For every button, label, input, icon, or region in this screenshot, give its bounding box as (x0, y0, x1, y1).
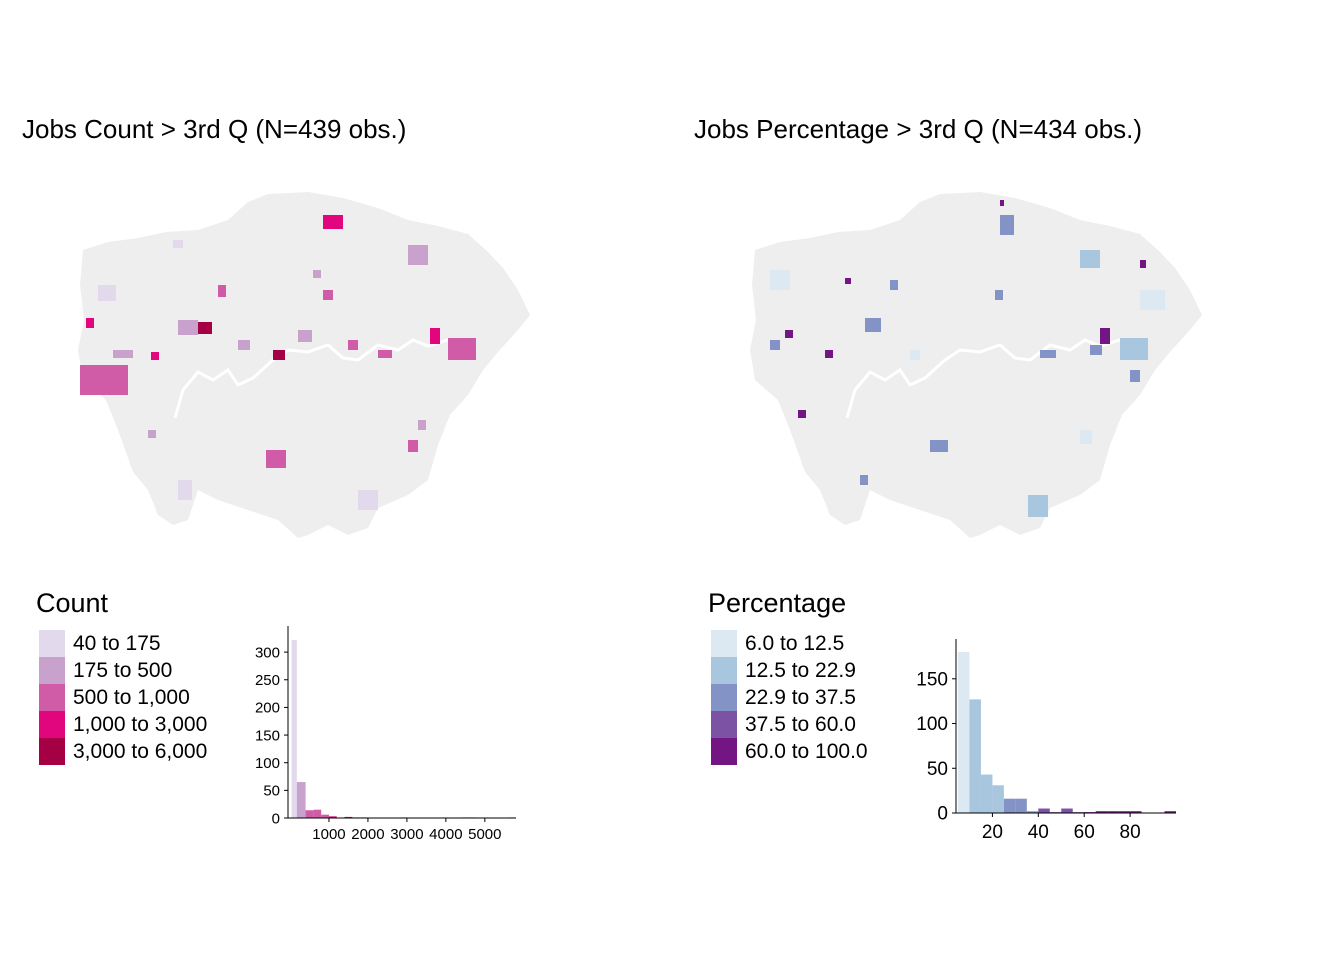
percentage-map-title: Jobs Percentage > 3rd Q (N=434 obs.) (694, 114, 1143, 144)
legend-label: 1,000 to 3,000 (73, 713, 208, 736)
river-thames (173, 338, 465, 419)
histogram-bar (1164, 811, 1176, 813)
histogram-bar (296, 782, 306, 818)
x-tick-label: 80 (1120, 822, 1141, 843)
x-tick-label: 5000 (468, 826, 501, 843)
x-tick-label: 3000 (390, 826, 423, 843)
legend-swatch (39, 630, 65, 657)
histogram-bar (344, 816, 353, 818)
legend-label: 3,000 to 6,000 (73, 740, 208, 763)
count-map-title: Jobs Count > 3rd Q (N=439 obs.) (22, 114, 407, 144)
histogram-bar (980, 774, 993, 813)
y-tick-label: 200 (255, 700, 280, 717)
histogram-bar (291, 639, 297, 818)
london-boundary (78, 192, 530, 538)
x-tick-label: 2000 (351, 826, 384, 843)
histogram-bar (305, 810, 314, 818)
legend-label: 40 to 175 (73, 632, 161, 655)
y-tick-label: 50 (263, 783, 280, 800)
y-tick-label: 300 (255, 644, 280, 661)
count-legend-title: Count (36, 588, 109, 618)
y-tick-label: 150 (255, 727, 280, 744)
legend-swatch (39, 711, 65, 738)
y-tick-label: 100 (255, 755, 280, 772)
percentage-legend-title: Percentage (708, 588, 847, 618)
histogram-bar (1095, 811, 1108, 813)
histogram-bar (1038, 808, 1050, 813)
legend-swatch (711, 684, 737, 711)
legend-swatch (711, 657, 737, 684)
histogram-bar (1118, 811, 1131, 813)
legend-swatch (39, 684, 65, 711)
histogram-bar (1003, 798, 1016, 813)
histogram-bar (1107, 811, 1119, 813)
x-tick-label: 60 (1074, 822, 1095, 843)
histogram-bar (1061, 808, 1073, 813)
x-tick-label: 4000 (429, 826, 462, 843)
histogram-bar (958, 651, 970, 813)
histogram-bar (1015, 798, 1027, 813)
histogram-bar (321, 814, 329, 818)
y-tick-label: 250 (255, 672, 280, 689)
y-tick-label: 100 (916, 714, 948, 735)
histogram-bar (1026, 811, 1039, 813)
histogram-bar (1130, 811, 1142, 813)
legend-swatch (711, 711, 737, 738)
y-tick-label: 150 (916, 669, 948, 690)
histogram-bar (328, 816, 337, 818)
legend-label: 37.5 to 60.0 (745, 713, 856, 736)
x-tick-label: 40 (1028, 822, 1049, 843)
histogram-bar (969, 699, 981, 813)
histogram-bar (992, 785, 1004, 813)
count-map (78, 192, 530, 538)
legend-label: 60.0 to 100.0 (745, 740, 868, 763)
river-thames (845, 338, 1137, 419)
histogram-bar (313, 809, 322, 818)
percentage-histogram: 0 50 100 150 20 40 60 80 (916, 639, 1176, 843)
y-tick-label: 0 (937, 804, 948, 825)
legend-label: 500 to 1,000 (73, 686, 190, 709)
legend-label: 175 to 500 (73, 659, 173, 682)
legend-label: 22.9 to 37.5 (745, 686, 856, 709)
legend-swatch (711, 738, 737, 765)
legend-label: 12.5 to 22.9 (745, 659, 856, 682)
london-boundary (750, 192, 1202, 538)
legend-swatch (39, 657, 65, 684)
count-histogram: 0 50 100 150 200 250 300 1000 2000 3000 4000 5000 (255, 626, 516, 843)
percentage-map (750, 192, 1202, 538)
y-tick-label: 0 (272, 810, 280, 827)
y-tick-label: 50 (927, 759, 948, 780)
legend-swatch (711, 630, 737, 657)
legend-swatch (39, 738, 65, 765)
legend-label: 6.0 to 12.5 (745, 632, 845, 655)
percentage-map-regions (770, 200, 1165, 517)
x-tick-label: 20 (982, 822, 1003, 843)
count-map-regions (80, 215, 476, 510)
x-tick-label: 1000 (312, 826, 345, 843)
